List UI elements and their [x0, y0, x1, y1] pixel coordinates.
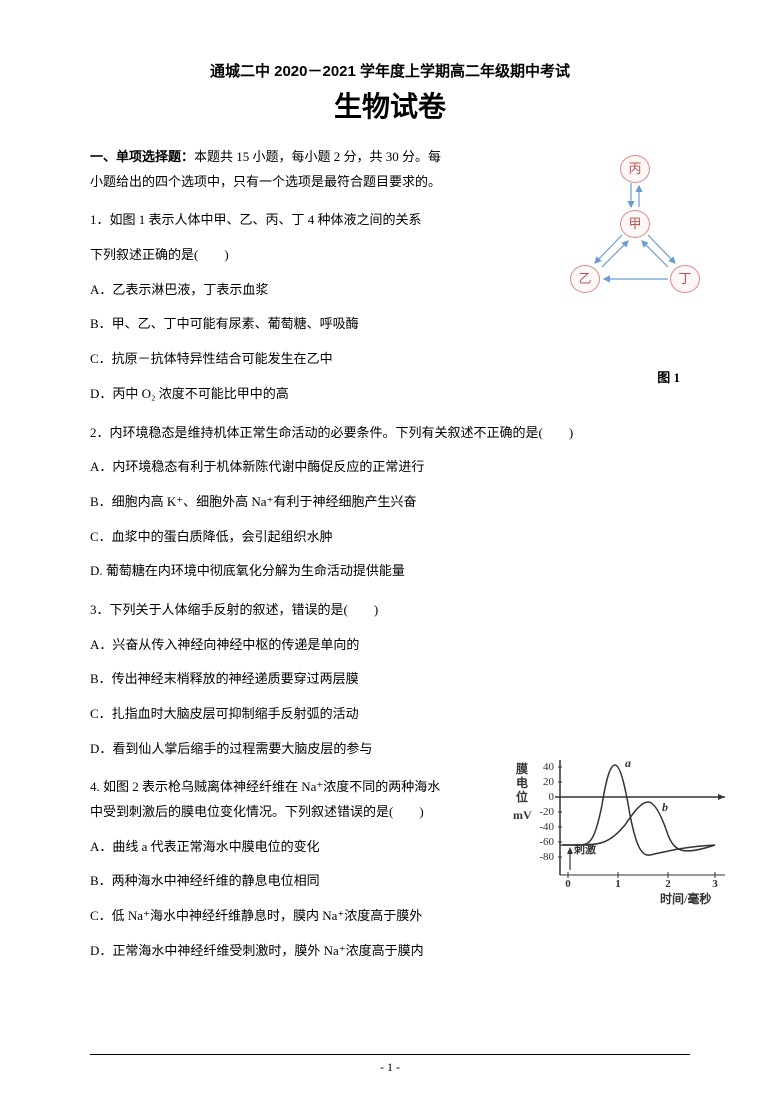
q1-stem: 1．如图 1 表示人体中甲、乙、丙、丁 4 种体液之间的关系	[90, 208, 450, 233]
chart-svg: 膜 电 位 mV 40 20 0 -20 -40 -60 -80	[510, 755, 730, 925]
figure-1-label: 图 1	[657, 367, 680, 386]
ytick: 0	[549, 791, 555, 803]
q2-opt-c: C．血浆中的蛋白质降低，会引起组织水肿	[90, 525, 690, 550]
ytick: 20	[543, 776, 555, 788]
y-unit: mV	[513, 808, 532, 822]
xtick: 1	[615, 878, 621, 890]
ytick: 40	[543, 761, 555, 773]
section-instructions: 一、单项选择题：本题共 15 小题，每小题 2 分，共 30 分。每小题给出的四…	[90, 145, 450, 194]
ytick: -40	[539, 821, 554, 833]
q1-opt-b: B．甲、乙、丁中可能有尿素、葡萄糖、呼吸酶	[90, 312, 690, 337]
x-axis-arrow	[718, 794, 725, 800]
q2-opt-a: A．内环境稳态有利于机体新陈代谢中酶促反应的正常进行	[90, 455, 690, 480]
xtick: 0	[565, 878, 571, 890]
q4-stem: 4. 如图 2 表示枪乌贼离体神经纤维在 Na⁺浓度不同的两种海水中受到刺激后的…	[90, 775, 450, 824]
q1-opt-d: D．丙中 O₂ 浓度不可能比甲中的高	[90, 382, 690, 407]
q1-opt-c: C．抗原－抗体特异性结合可能发生在乙中	[90, 347, 690, 372]
q4-opt-d: D．正常海水中神经纤维受刺激时，膜外 Na⁺浓度高于膜内	[90, 939, 690, 964]
ylabel-2: 电	[516, 775, 528, 790]
q2-opt-d: D. 葡萄糖在内环境中彻底氧化分解为生命活动提供能量	[90, 559, 690, 584]
xtick: 2	[665, 878, 671, 890]
figure-1-diagram: 丙 甲 乙 丁	[560, 155, 710, 300]
question-3: 3．下列关于人体缩手反射的叙述，错误的是( ) A．兴奋从传入神经向神经中枢的传…	[90, 598, 690, 761]
curve-a	[562, 765, 715, 855]
q2-opt-b: B．细胞内高 K⁺、细胞外高 Na⁺有利于神经细胞产生兴奋	[90, 490, 690, 515]
ytick: -80	[539, 851, 554, 863]
q3-opt-c: C．扎指血时大脑皮层可抑制缩手反射弧的活动	[90, 702, 690, 727]
diagram-arrows	[560, 155, 710, 300]
instructions-prefix: 一、单项选择题：	[90, 149, 194, 164]
x-label: 时间/毫秒	[660, 891, 711, 906]
curve-b-label: b	[662, 800, 668, 814]
figure-2-chart: 膜 电 位 mV 40 20 0 -20 -40 -60 -80	[510, 755, 730, 925]
q3-opt-a: A．兴奋从传入神经向神经中枢的传递是单向的	[90, 633, 690, 658]
ylabel-1: 膜	[516, 761, 528, 776]
page-number: - 1 -	[0, 1060, 780, 1075]
q2-stem: 2．内环境稳态是维持机体正常生命活动的必要条件。下列有关叙述不正确的是( )	[90, 421, 690, 446]
ylabel-3: 位	[516, 789, 528, 804]
ytick: -60	[539, 836, 554, 848]
footer-rule	[90, 1054, 690, 1055]
stim-arrow-head	[567, 847, 573, 854]
xtick: 3	[712, 878, 718, 890]
question-2: 2．内环境稳态是维持机体正常生命活动的必要条件。下列有关叙述不正确的是( ) A…	[90, 421, 690, 584]
curve-a-label: a	[625, 756, 631, 770]
q3-opt-b: B．传出神经末梢释放的神经递质要穿过两层膜	[90, 667, 690, 692]
ytick: -20	[539, 806, 554, 818]
exam-header-school: 通城二中 2020－2021 学年度上学期高二年级期中考试	[90, 60, 690, 81]
exam-header-subject: 生物试卷	[90, 85, 690, 125]
q3-stem: 3．下列关于人体缩手反射的叙述，错误的是( )	[90, 598, 690, 623]
